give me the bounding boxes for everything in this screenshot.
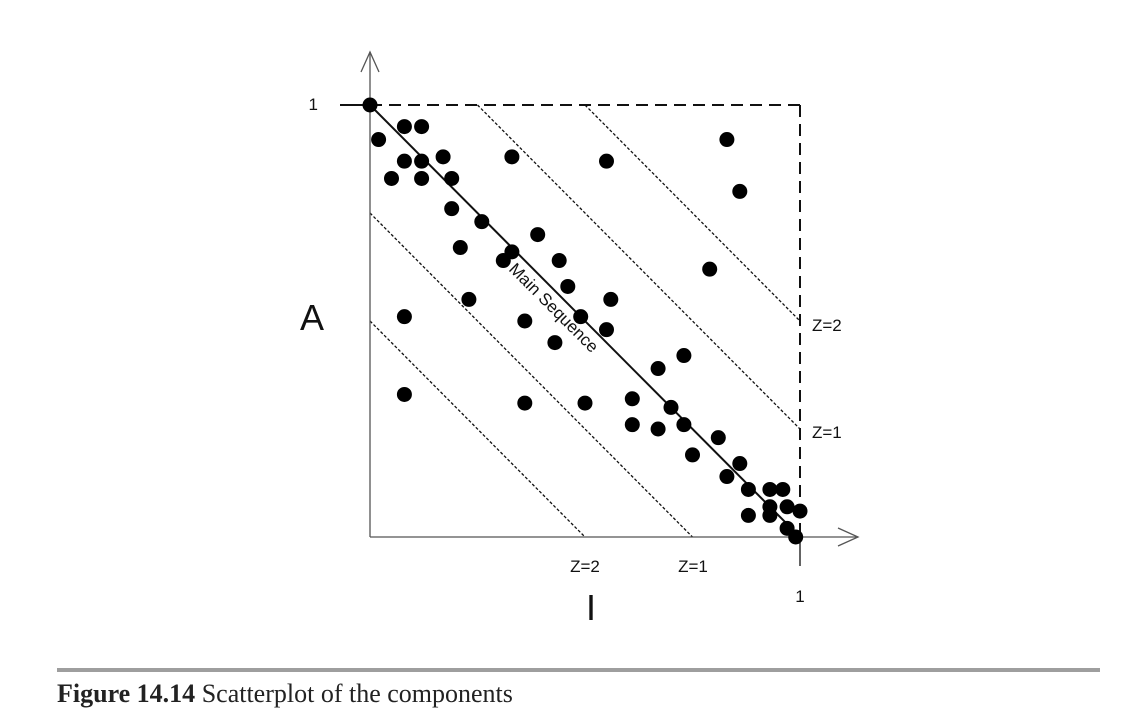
- data-point: [371, 132, 387, 148]
- x-axis-label: I: [586, 587, 596, 628]
- data-point: [547, 335, 563, 351]
- y-axis-arrow: [360, 50, 380, 73]
- data-points: [362, 97, 808, 545]
- reference-line-4: [369, 320, 586, 538]
- z1-lower-label: Z=1: [678, 557, 708, 576]
- z1-upper-label: Z=1: [812, 423, 842, 442]
- data-point: [362, 97, 378, 113]
- z2-lower-label: Z=2: [570, 557, 600, 576]
- data-point: [788, 529, 804, 545]
- data-point: [719, 132, 735, 148]
- z2-upper-label: Z=2: [812, 316, 842, 335]
- data-point: [762, 507, 778, 523]
- data-point: [732, 456, 748, 472]
- caption-text: Scatterplot of the components: [201, 679, 513, 708]
- data-point: [396, 119, 412, 135]
- data-point: [676, 348, 692, 364]
- y-tick-label: 1: [309, 95, 318, 114]
- data-point: [624, 391, 640, 407]
- data-point: [452, 240, 468, 256]
- data-point: [685, 447, 700, 463]
- reference-line-1: [477, 104, 801, 430]
- caption-rule: [57, 668, 1100, 672]
- data-point: [551, 253, 567, 269]
- data-point: [560, 278, 576, 294]
- data-point: [732, 183, 748, 199]
- data-point: [396, 153, 412, 169]
- data-point: [444, 201, 460, 217]
- data-point: [384, 170, 399, 186]
- data-point: [577, 395, 593, 411]
- data-point: [792, 503, 808, 519]
- reference-line-3: [369, 212, 693, 538]
- data-point: [663, 399, 679, 415]
- data-point: [650, 421, 666, 437]
- x-tick-label: 1: [795, 587, 804, 606]
- data-point: [599, 153, 614, 169]
- data-point: [762, 481, 778, 497]
- data-point: [779, 499, 795, 515]
- data-point: [444, 170, 460, 186]
- data-point: [517, 395, 533, 411]
- data-point: [435, 149, 451, 165]
- data-point: [719, 469, 735, 485]
- caption-label: Figure 14.14: [57, 679, 196, 708]
- data-point: [740, 507, 756, 523]
- data-point: [396, 309, 412, 325]
- data-point: [461, 291, 477, 307]
- figure-caption: Figure 14.14 Scatterplot of the componen…: [57, 679, 513, 709]
- axes: [340, 50, 860, 566]
- y-axis-label: A: [300, 297, 324, 338]
- x-axis-arrow: [837, 527, 860, 547]
- data-point: [517, 313, 533, 329]
- data-point: [710, 430, 726, 446]
- data-point: [624, 417, 640, 433]
- data-point: [740, 481, 756, 497]
- data-point: [414, 119, 430, 135]
- data-point: [414, 153, 430, 169]
- data-point: [650, 361, 666, 377]
- reference-line-2: [584, 104, 801, 322]
- data-point: [702, 261, 718, 277]
- data-point: [504, 244, 520, 260]
- data-point: [504, 149, 520, 165]
- data-point: [530, 227, 546, 243]
- data-point: [474, 214, 490, 230]
- data-point: [676, 417, 692, 433]
- data-point: [573, 309, 589, 325]
- data-point: [599, 322, 614, 338]
- data-point: [775, 481, 791, 497]
- data-point: [396, 386, 412, 402]
- data-point: [414, 170, 430, 186]
- data-point: [603, 291, 619, 307]
